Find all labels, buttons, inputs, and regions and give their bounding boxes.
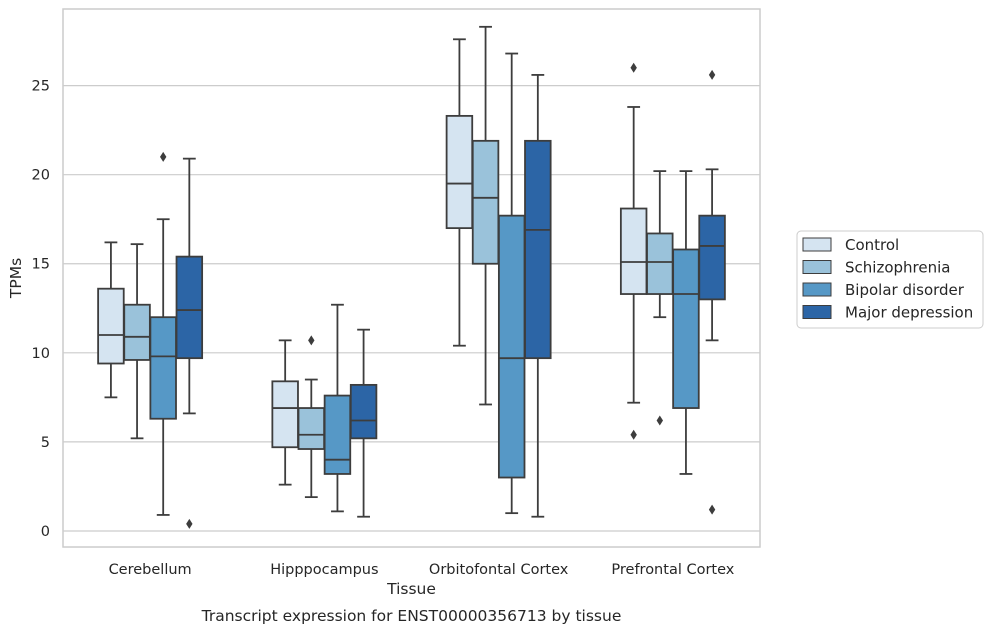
flier-point <box>159 151 167 162</box>
box-major-depression-0 <box>175 157 204 529</box>
box-schizophrenia-1 <box>297 335 326 499</box>
box-schizophrenia-2 <box>471 25 500 406</box>
box-bipolar-disorder-0 <box>149 151 177 516</box>
legend: Control Schizophrenia Bipolar disorder Majo… <box>796 230 984 329</box>
box-body <box>646 232 674 295</box>
legend-label: Bipolar disorder <box>845 281 965 299</box>
box-bipolar-disorder-2 <box>497 52 526 515</box>
legend-item-bipolar-disorder: Bipolar disorder <box>802 281 965 299</box>
flier-point <box>656 415 664 426</box>
box-body <box>149 316 177 420</box>
box-body <box>698 214 726 301</box>
y-axis-title: TPMs <box>7 258 25 299</box>
legend-label: Control <box>845 236 899 254</box>
box-body <box>297 407 326 450</box>
box-bipolar-disorder-1 <box>323 303 352 513</box>
flier-point <box>630 429 637 440</box>
x-axis-title: Tissue <box>386 580 436 598</box>
legend-frame <box>796 230 984 329</box>
flier-point <box>630 62 637 73</box>
x-tick-label: Orbitofontal Cortex <box>429 562 569 578</box>
box-major-depression-1 <box>349 328 378 518</box>
box-body <box>445 114 474 230</box>
box-schizophrenia-0 <box>123 243 151 440</box>
box-bipolar-disorder-3 <box>672 170 700 475</box>
legend-swatch <box>802 260 832 274</box>
box-body <box>497 214 526 479</box>
flier-point <box>708 504 716 515</box>
box-control-1 <box>271 339 299 486</box>
x-tick-label: Cerebellum <box>109 562 192 578</box>
legend-item-major-depression: Major depression <box>802 304 973 322</box>
box-body <box>672 248 700 409</box>
box-body <box>323 394 352 475</box>
plot-frame <box>62 8 761 548</box>
box-schizophrenia-3 <box>646 170 674 426</box>
chart-caption: Transcript expression for ENST0000035671… <box>201 607 622 625</box>
box-major-depression-2 <box>524 74 552 518</box>
grid-lines <box>63 85 760 532</box>
legend-swatch <box>802 282 832 297</box>
y-tick-label: 20 <box>32 168 50 184</box>
box-body <box>97 287 125 365</box>
box-body <box>471 139 500 265</box>
flier-point <box>186 518 193 529</box>
flier-point <box>308 335 315 346</box>
box-body <box>619 207 648 295</box>
box-body <box>349 383 378 440</box>
y-tick-label: 25 <box>32 79 50 95</box>
box-control-0 <box>97 241 125 399</box>
y-tick-label: 10 <box>32 346 50 362</box>
y-tick-label: 5 <box>41 435 50 451</box>
legend-item-schizophrenia: Schizophrenia <box>802 259 950 277</box>
legend-swatch <box>802 237 832 252</box>
box-control-2 <box>445 38 474 347</box>
box-major-depression-3 <box>698 69 726 515</box>
x-tick-label: Hipppocampus <box>270 562 378 578</box>
box-body <box>123 303 151 361</box>
x-axis-ticks: Cerebellum Hipppocampus Orbitofontal Corte… <box>109 562 735 578</box>
box-groups <box>97 25 726 529</box>
flier-point <box>708 69 716 80</box>
box-body <box>271 380 299 449</box>
box-body <box>524 139 552 360</box>
legend-label: Major depression <box>845 304 973 322</box>
y-axis-ticks: 0 5 10 15 20 25 <box>32 79 50 540</box>
y-tick-label: 15 <box>32 257 50 273</box>
legend-item-control: Control <box>802 236 899 254</box>
legend-swatch <box>802 305 832 319</box>
box-body <box>175 255 204 360</box>
y-tick-label: 0 <box>41 524 50 540</box>
x-tick-label: Prefrontal Cortex <box>611 562 734 578</box>
legend-label: Schizophrenia <box>845 259 950 277</box>
box-control-3 <box>619 62 648 440</box>
